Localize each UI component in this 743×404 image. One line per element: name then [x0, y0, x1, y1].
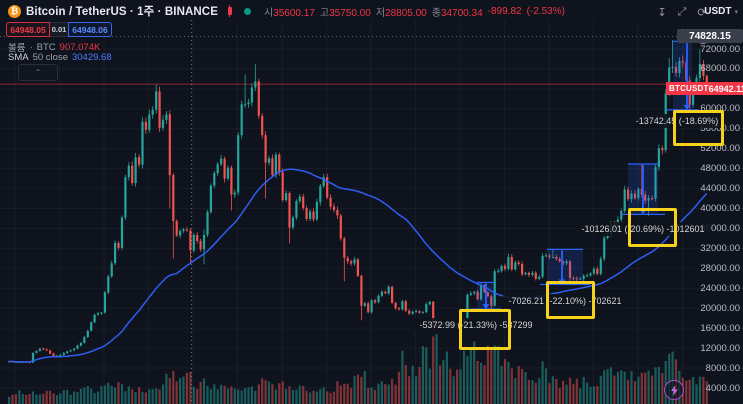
badge-price: 64942.11	[708, 83, 743, 94]
legend-collapse-button[interactable]: ⌃	[18, 64, 58, 81]
low-label: 저	[375, 7, 386, 19]
sma-label: SMA	[8, 52, 29, 63]
symbol-title[interactable]: Bitcoin / TetherUS · 1주 · BINANCE	[26, 6, 218, 18]
sma-value: 30429.68	[71, 52, 112, 63]
crosshair-price-label: 74828.15	[677, 29, 743, 43]
buy-button[interactable]: 64948.06	[68, 22, 112, 37]
trade-buttons: 64948.05 0.01 64948.06	[6, 22, 112, 37]
open-value: 35600.17	[273, 7, 315, 19]
volume-legend[interactable]: 볼륨 · BTC 907.074K	[8, 41, 101, 55]
sell-button[interactable]: 64948.05	[6, 22, 50, 37]
market-status-dot	[243, 7, 251, 15]
bitcoin-logo-icon: ₿	[8, 4, 21, 18]
sma-legend[interactable]: SMA 50 close 30429.68	[8, 52, 112, 63]
change-value: -899.82	[487, 5, 522, 17]
chart-header: ₿ Bitcoin / TetherUS · 1주 · BINANCE 시356…	[8, 3, 565, 19]
volume-label: 볼륨	[8, 43, 26, 54]
candle-chart-type-icon[interactable]	[226, 5, 235, 17]
low-value: 28805.00	[385, 7, 427, 19]
sma-line	[8, 168, 708, 363]
symbol-name[interactable]: Bitcoin / TetherUS	[26, 6, 127, 18]
price-range-annotation	[621, 163, 665, 215]
spread-value: 0.01	[50, 22, 68, 37]
price-range-annotation	[540, 248, 590, 286]
close-label: 종	[431, 7, 441, 19]
currency-selector[interactable]: USDT ▾	[700, 3, 742, 20]
change-percent: (-2.53%)	[526, 5, 565, 17]
high-value: 35750.00	[329, 7, 371, 19]
close-value: 34700.34	[440, 7, 483, 19]
caret-down-icon: ▾	[734, 8, 738, 16]
topright-toolbar: ↧ ⤢ ⟳	[655, 5, 709, 19]
price-range-annotation	[470, 281, 501, 310]
volume-symbol: BTC	[36, 41, 56, 53]
currency-label: USDT	[704, 6, 732, 17]
lightning-icon[interactable]	[664, 380, 684, 400]
open-label: 시	[263, 7, 274, 19]
high-label: 고	[319, 7, 330, 19]
exchange-label: BINANCE	[164, 6, 218, 18]
interval-label[interactable]: 1주	[137, 6, 155, 18]
badge-symbol: BTCUSDT	[669, 84, 709, 93]
fullscreen-icon[interactable]: ⤢	[677, 5, 687, 18]
reload-icon[interactable]: ⟳	[697, 6, 707, 19]
download-icon[interactable]: ↧	[657, 6, 667, 19]
sma-params: 50 close	[32, 52, 68, 63]
volume-value: 907.074K	[59, 41, 101, 53]
volume-bars	[8, 334, 708, 404]
ohlc-readout: 시35600.17 고35750.00 저28805.00 종34700.34 …	[264, 4, 565, 19]
last-price-badge: BTCUSDT 64942.11	[666, 82, 743, 95]
